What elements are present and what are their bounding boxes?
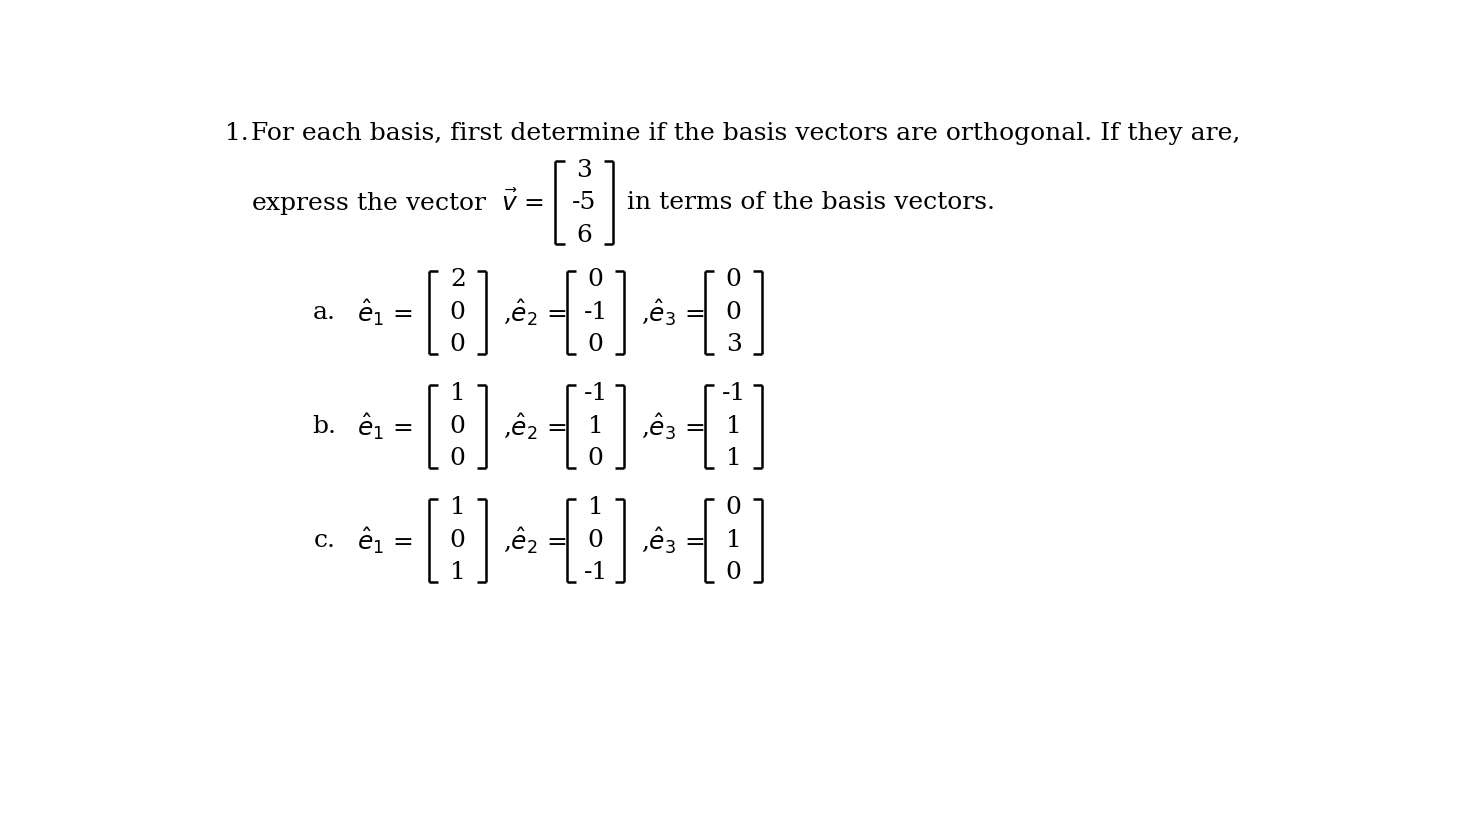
Text: 0: 0: [725, 301, 741, 324]
Text: 3: 3: [725, 333, 741, 356]
Text: $\hat{e}_1$ =: $\hat{e}_1$ =: [357, 297, 413, 328]
Text: 0: 0: [450, 528, 466, 551]
Text: 6: 6: [576, 223, 592, 247]
Text: 1: 1: [450, 497, 466, 519]
Text: 0: 0: [725, 497, 741, 519]
Text: 1: 1: [725, 528, 741, 551]
Text: 1.: 1.: [225, 122, 249, 145]
Text: ,$\hat{e}_3$ =: ,$\hat{e}_3$ =: [641, 297, 704, 328]
Text: 0: 0: [450, 333, 466, 356]
Text: For each basis, first determine if the basis vectors are orthogonal. If they are: For each basis, first determine if the b…: [252, 122, 1240, 145]
Text: 0: 0: [450, 301, 466, 324]
Text: -1: -1: [722, 382, 746, 406]
Text: 0: 0: [450, 447, 466, 470]
Text: b.: b.: [312, 415, 336, 438]
Text: ,$\hat{e}_2$ =: ,$\hat{e}_2$ =: [503, 411, 567, 442]
Text: -1: -1: [583, 561, 608, 584]
Text: 1: 1: [725, 415, 741, 438]
Text: 0: 0: [588, 528, 604, 551]
Text: 1: 1: [450, 561, 466, 584]
Text: -1: -1: [583, 301, 608, 324]
Text: 3: 3: [576, 159, 592, 182]
Text: ,$\hat{e}_2$ =: ,$\hat{e}_2$ =: [503, 524, 567, 555]
Text: ,$\hat{e}_3$ =: ,$\hat{e}_3$ =: [641, 411, 704, 442]
Text: express the vector  $\vec{v}$ =: express the vector $\vec{v}$ =: [252, 187, 543, 218]
Text: -1: -1: [583, 382, 608, 406]
Text: 0: 0: [725, 561, 741, 584]
Text: a.: a.: [314, 301, 336, 324]
Text: 0: 0: [588, 333, 604, 356]
Text: c.: c.: [314, 528, 336, 551]
Text: -5: -5: [571, 191, 596, 214]
Text: in terms of the basis vectors.: in terms of the basis vectors.: [626, 191, 995, 214]
Text: 0: 0: [588, 447, 604, 470]
Text: 1: 1: [588, 415, 604, 438]
Text: ,$\hat{e}_2$ =: ,$\hat{e}_2$ =: [503, 297, 567, 328]
Text: 1: 1: [725, 447, 741, 470]
Text: 0: 0: [725, 268, 741, 291]
Text: 1: 1: [588, 497, 604, 519]
Text: 0: 0: [588, 268, 604, 291]
Text: 2: 2: [450, 268, 466, 291]
Text: 1: 1: [450, 382, 466, 406]
Text: $\hat{e}_1$ =: $\hat{e}_1$ =: [357, 524, 413, 555]
Text: $\hat{e}_1$ =: $\hat{e}_1$ =: [357, 411, 413, 442]
Text: ,$\hat{e}_3$ =: ,$\hat{e}_3$ =: [641, 524, 704, 555]
Text: 0: 0: [450, 415, 466, 438]
